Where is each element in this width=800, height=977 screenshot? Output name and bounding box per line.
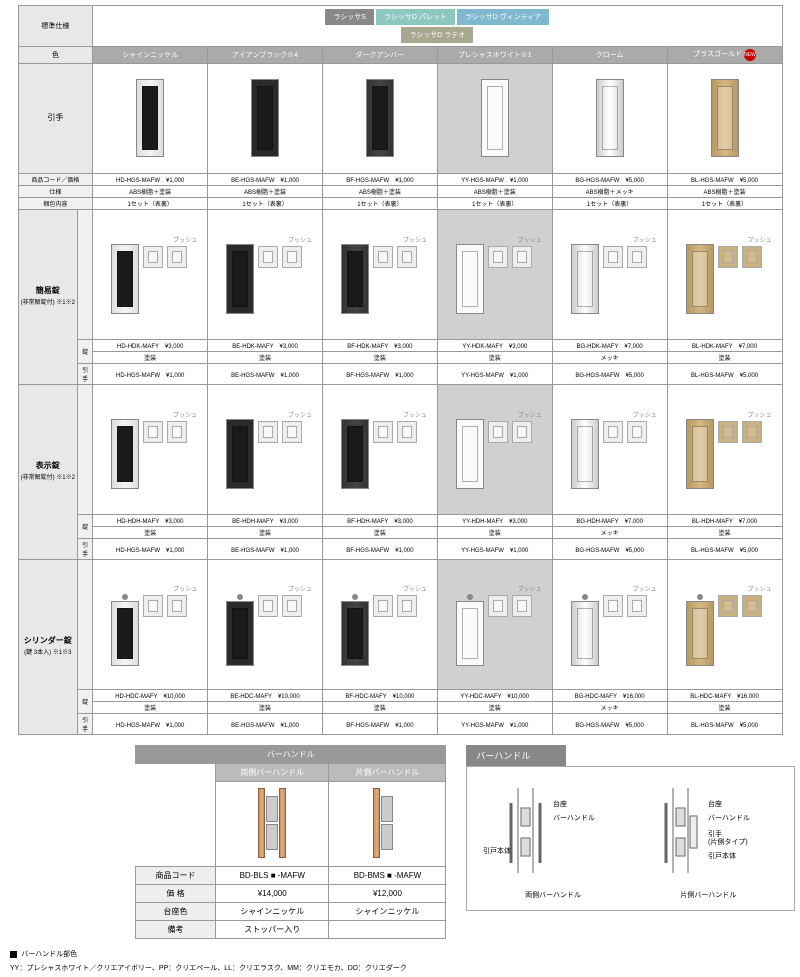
finish-1: アイアンブラック※4 <box>208 47 323 64</box>
product-spec-table: 標準仕様 ラシッサSラシッサD パレットラシッサD ヴィンティア ラシッサD ラ… <box>18 5 783 735</box>
cylinder-label: シリンダー錠(鍵 3本入) ※1※3 <box>18 560 78 735</box>
bar-handle-diagram: バーハンドル 台座 バーハンドル 引戸本体 両側バーハンドル <box>466 745 795 911</box>
hikite-label: 引手 <box>18 64 93 174</box>
hikite-img-2 <box>322 64 437 174</box>
hyoji-label: 表示錠(非常解錠付) ※1※2 <box>18 385 78 560</box>
tag-vintia: ラシッサD ヴィンティア <box>457 9 549 25</box>
color-header: 色 <box>18 47 93 64</box>
svg-text:引戸本体: 引戸本体 <box>708 851 736 860</box>
footnote-2: YY：プレシャスホワイト／クリエアイボリー、PP：クリエペール、LL：クリエラス… <box>10 963 790 973</box>
hikite-img-1 <box>208 64 323 174</box>
finish-2: ダークアンバー <box>322 47 437 64</box>
svg-text:引手: 引手 <box>708 829 722 838</box>
tag-lateo: ラシッサD ラテオ <box>401 27 473 43</box>
footnote-1: ■：バーハンドル部色 <box>10 949 790 959</box>
finish-0: シャインニッケル <box>93 47 208 64</box>
hikite-img-5 <box>667 64 782 174</box>
spec-header: 標準仕様 <box>18 6 93 47</box>
tag-palette: ラシッサD パレット <box>376 9 455 25</box>
finish-4: クローム <box>552 47 667 64</box>
tag-s: ラシッサS <box>325 9 374 25</box>
hikite-img-0 <box>93 64 208 174</box>
new-badge: NEW <box>744 49 756 61</box>
svg-text:(片側タイプ): (片側タイプ) <box>708 837 748 846</box>
svg-text:バーハンドル: バーハンドル <box>553 814 595 822</box>
hikite-img-3 <box>437 64 552 174</box>
kani-label: 簡易錠(非常解錠付) ※1※2 <box>18 210 78 385</box>
svg-text:引戸本体: 引戸本体 <box>483 846 511 855</box>
hikite-img-4 <box>552 64 667 174</box>
svg-text:バーハンドル: バーハンドル <box>708 814 750 822</box>
finish-3: プレシャスホワイト※1 <box>437 47 552 64</box>
finish-5: プラスゴールドNEW <box>667 47 782 64</box>
series-tags: ラシッサSラシッサD パレットラシッサD ヴィンティア ラシッサD ラテオ <box>93 6 782 47</box>
bar-handle-table: バーハンドル 両側バーハンドル片側バーハンドル 商品コードBD-BLS ■ -M… <box>135 745 446 939</box>
